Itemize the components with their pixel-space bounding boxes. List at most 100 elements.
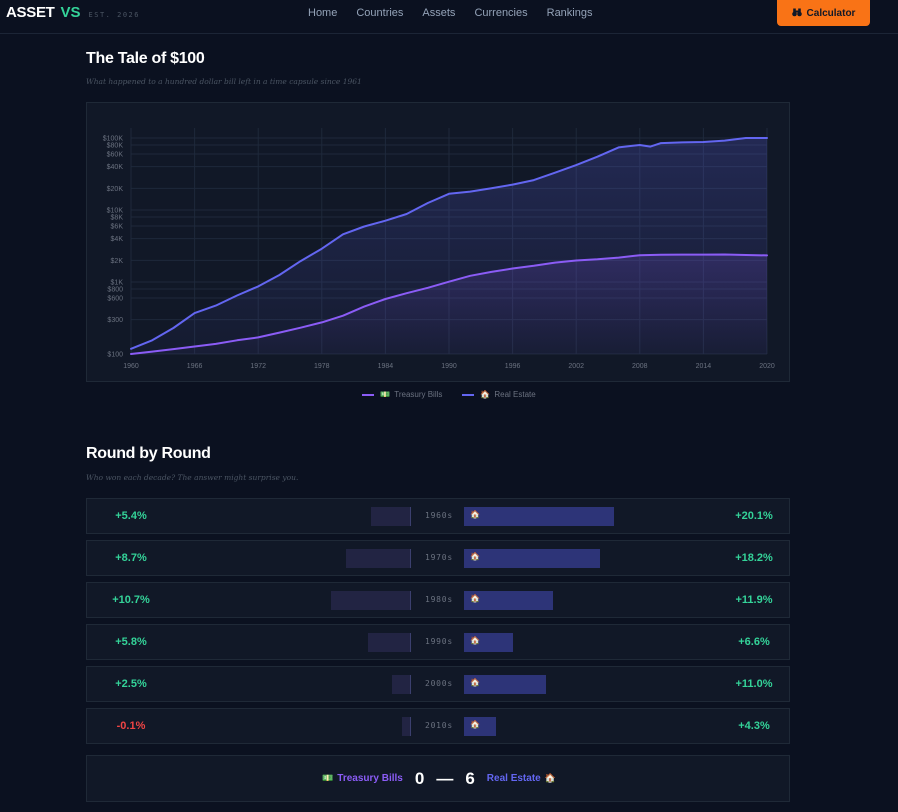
legend-treasury-label: Treasury Bills: [394, 390, 443, 399]
house-icon: 🏠: [470, 636, 480, 645]
round-real-estate-value: +11.9%: [735, 594, 773, 606]
round-treasury-bar: [331, 591, 411, 610]
y-tick-label: $1K: [111, 280, 124, 287]
x-tick-label: 1966: [187, 363, 203, 370]
round-row-1960s: +5.4% 1960s 🏠 +20.1%: [86, 498, 790, 534]
round-row-1980s: +10.7% 1980s 🏠 +11.9%: [86, 582, 790, 618]
series-line-real-estate: [130, 137, 768, 350]
round-treasury-value: +8.7%: [115, 552, 147, 564]
nav-home[interactable]: Home: [308, 7, 338, 19]
score-treasury-name: Treasury Bills: [337, 773, 403, 784]
round-treasury-bar: [402, 717, 411, 736]
house-icon: 🏠: [470, 510, 480, 519]
rounds-title: Round by Round: [86, 445, 211, 462]
y-tick-label: $800: [107, 286, 123, 293]
y-tick-label: $300: [107, 317, 123, 324]
round-treasury-bar: [346, 549, 411, 568]
legend-real-estate[interactable]: 🏠 Real Estate: [462, 390, 536, 399]
y-tick-label: $10K: [107, 208, 124, 215]
round-row-2000s: +2.5% 2000s 🏠 +11.0%: [86, 666, 790, 702]
round-decade-label: 2010s: [424, 721, 454, 730]
main-nav: Home Countries Assets Currencies Ranking…: [308, 7, 611, 19]
y-tick-label: $6K: [111, 223, 124, 230]
house-icon: 🏠: [470, 594, 480, 603]
house-icon: 🏠: [470, 552, 480, 561]
house-icon: 🏠: [470, 720, 480, 729]
round-treasury-bar: [370, 507, 411, 526]
growth-chart-svg: $100 $300 $600 $800$1K $2K $4K $6K $8K$10K $20K $…: [103, 128, 775, 370]
round-row-1990s: +5.8% 1990s 🏠 +6.6%: [86, 624, 790, 660]
growth-chart: $100 $300 $600 $800 $1K $2K $4K $6K $8K $10K $20K $…: [86, 102, 790, 382]
y-tick-label: $40K: [107, 164, 124, 171]
score-treasury-value: 0: [414, 768, 425, 788]
final-score: 💵 Treasury Bills 0 — 6 Real Estate 🏠: [86, 755, 790, 802]
round-row-1970s: +8.7% 1970s 🏠 +18.2%: [86, 540, 790, 576]
y-tick-label: $600: [107, 295, 123, 302]
x-tick-label: 1972: [250, 363, 266, 370]
round-decade-label: 2000s: [424, 679, 454, 688]
legend-treasury-bills[interactable]: 💵 Treasury Bills: [362, 390, 442, 399]
nav-assets[interactable]: Assets: [422, 7, 456, 19]
round-real-estate-bar: 🏠: [464, 591, 553, 610]
round-row-2010s: -0.1% 2010s 🏠 +4.3%: [86, 708, 790, 744]
score-treasury-icon: 💵: [322, 773, 334, 783]
rounds-subtitle: Who won each decade? The answer might su…: [86, 473, 299, 482]
y-tick-label: $2K: [111, 258, 124, 265]
round-treasury-value: +5.4%: [115, 510, 147, 522]
nav-countries[interactable]: Countries: [356, 7, 404, 19]
round-real-estate-value: +20.1%: [735, 510, 773, 522]
score-real-estate-name: Real Estate: [486, 773, 541, 784]
tale-subtitle: What happened to a hundred dollar bill l…: [86, 77, 362, 86]
score-real-estate-icon: 🏠: [544, 773, 556, 783]
legend-line-real-estate: [462, 393, 475, 396]
brand-asset: ASSET: [6, 4, 55, 21]
brand-vs: VS: [60, 4, 81, 21]
x-tick-label: 1990: [441, 363, 457, 370]
round-treasury-value: -0.1%: [116, 720, 146, 732]
house-icon: 🏠: [470, 678, 480, 687]
nav-rankings[interactable]: Rankings: [546, 7, 593, 19]
round-decade-label: 1970s: [424, 553, 454, 562]
x-tick-label: 2002: [568, 363, 584, 370]
round-treasury-value: +2.5%: [115, 678, 147, 690]
calculator-label: Calculator: [806, 7, 856, 19]
round-treasury-value: +10.7%: [112, 594, 150, 606]
chart-legend: 💵 Treasury Bills 🏠 Real Estate: [0, 390, 898, 399]
round-real-estate-value: +4.3%: [738, 720, 770, 732]
x-tick-label: 2014: [696, 363, 712, 370]
round-real-estate-bar: 🏠: [464, 675, 546, 694]
brand-est: EST. 2026: [88, 11, 140, 19]
x-tick-label: 1996: [505, 363, 521, 370]
y-tick-label: $4K: [111, 236, 124, 243]
x-tick-label: 1978: [314, 363, 330, 370]
legend-real-estate-label: Real Estate: [494, 390, 536, 399]
brand-logo[interactable]: ASSET VS EST. 2026: [6, 4, 140, 21]
y-tick-label: $60K: [107, 151, 124, 158]
calculator-button[interactable]: Calculator: [777, 0, 870, 26]
series-line-treasury-bills: [130, 253, 768, 355]
round-real-estate-bar: 🏠: [464, 507, 614, 526]
round-real-estate-value: +11.0%: [735, 678, 773, 690]
binoculars-icon: [791, 8, 802, 19]
round-decade-label: 1980s: [424, 595, 454, 604]
round-real-estate-bar: 🏠: [464, 549, 600, 568]
y-tick-label: $100K: [103, 136, 124, 143]
legend-line-treasury: [362, 393, 375, 396]
round-decade-label: 1990s: [424, 637, 454, 646]
series-area-treasury-bills: [131, 254, 767, 354]
round-treasury-bar: [392, 675, 411, 694]
nav-currencies[interactable]: Currencies: [474, 7, 528, 19]
x-tick-label: 2020: [759, 363, 775, 370]
y-tick-label: $20K: [107, 186, 124, 193]
y-tick-label: $8K: [111, 214, 124, 221]
y-tick-label: $80K: [107, 142, 124, 149]
round-real-estate-value: +6.6%: [738, 636, 770, 648]
round-real-estate-bar: 🏠: [464, 633, 514, 652]
round-decade-label: 1960s: [424, 511, 454, 520]
round-real-estate-bar: 🏠: [464, 717, 497, 736]
round-treasury-bar: [367, 633, 411, 652]
top-navbar: ASSET VS EST. 2026 Home Countries Assets…: [0, 0, 898, 34]
round-treasury-value: +5.8%: [115, 636, 147, 648]
round-real-estate-value: +18.2%: [735, 552, 773, 564]
x-tick-label: 2008: [632, 363, 648, 370]
